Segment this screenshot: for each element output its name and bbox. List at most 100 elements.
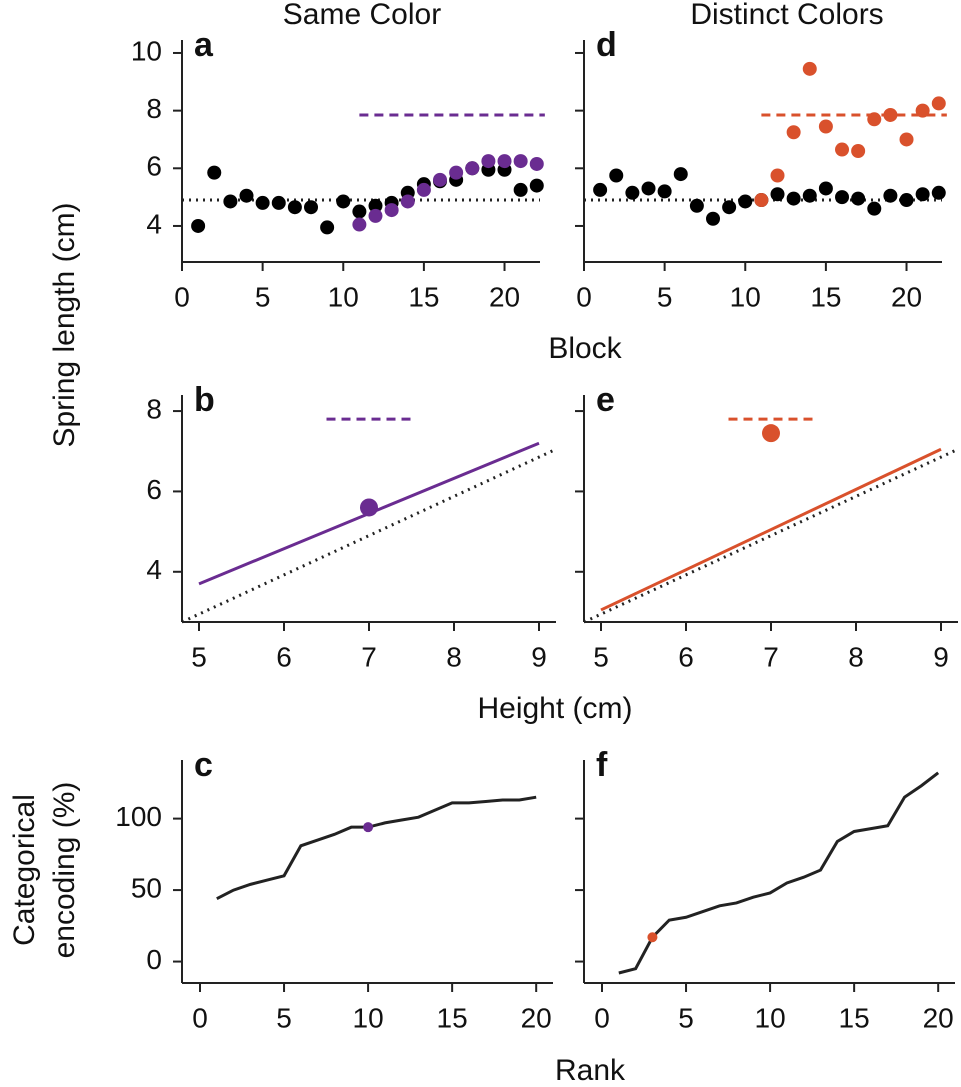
point: [352, 204, 367, 219]
x-tick-label: 5: [678, 1002, 694, 1033]
x-tick-label: 15: [408, 281, 439, 312]
y-tick-label: 6: [146, 474, 162, 505]
point: [641, 181, 656, 196]
point: [529, 178, 544, 193]
point: [786, 125, 801, 140]
point: [609, 168, 624, 183]
y-tick-label: 100: [115, 801, 162, 832]
x-tick-label: 7: [361, 641, 377, 672]
panel-letter: d: [596, 26, 617, 64]
column-title: Same Color: [283, 0, 441, 31]
x-tick-label: 5: [255, 281, 271, 312]
x-tick-label: 20: [521, 1002, 552, 1033]
panel-letter: c: [194, 746, 213, 784]
x-tick-label: 5: [191, 641, 207, 672]
point: [851, 191, 866, 206]
point: [363, 822, 374, 833]
point: [899, 193, 914, 208]
x-tick-label: 5: [593, 641, 609, 672]
point: [255, 195, 270, 210]
point: [883, 107, 898, 122]
x-tick-label: 10: [353, 1002, 384, 1033]
x-tick-label: 8: [848, 641, 864, 672]
x-tick-label: 0: [594, 1002, 610, 1033]
y-axis-label: Categorical: [8, 794, 41, 946]
point: [915, 187, 930, 202]
point: [191, 218, 206, 233]
point: [899, 132, 914, 147]
x-tick-label: 20: [489, 281, 520, 312]
point: [770, 168, 785, 183]
x-tick-label: 9: [531, 641, 547, 672]
point: [433, 172, 448, 187]
x-tick-label: 15: [810, 281, 841, 312]
x-tick-label: 10: [328, 281, 359, 312]
x-tick-label: 10: [755, 1002, 786, 1033]
point: [352, 217, 367, 232]
point: [400, 194, 415, 209]
point: [802, 61, 817, 76]
x-tick-label: 15: [437, 1002, 468, 1033]
point: [738, 194, 753, 209]
x-tick-label: 5: [276, 1002, 292, 1033]
point: [802, 188, 817, 203]
point: [271, 195, 286, 210]
point: [657, 184, 672, 199]
point: [465, 161, 480, 176]
point: [513, 154, 528, 169]
y-tick-label: 8: [146, 93, 162, 124]
point: [722, 200, 737, 215]
point: [931, 96, 946, 111]
x-tick-label: 6: [276, 641, 292, 672]
x-tick-label: 15: [839, 1002, 870, 1033]
point: [513, 182, 528, 197]
x-tick-label: 7: [763, 641, 779, 672]
point: [770, 187, 785, 202]
y-tick-label: 10: [131, 35, 162, 66]
y-tick-label: 4: [146, 554, 162, 585]
line: [181, 447, 557, 624]
point: [368, 198, 383, 213]
x-tick-label: 5: [657, 281, 673, 312]
point: [223, 194, 238, 209]
y-tick-label: 6: [146, 151, 162, 182]
point: [360, 498, 378, 517]
y-tick-label: 0: [146, 944, 162, 975]
y-tick-label: 50: [131, 872, 162, 903]
point: [368, 208, 383, 223]
x-axis-label: Rank: [555, 1054, 626, 1087]
point: [449, 165, 464, 180]
point: [207, 165, 222, 180]
column-title: Distinct Colors: [690, 0, 883, 31]
point: [336, 194, 351, 209]
x-tick-label: 8: [446, 641, 462, 672]
point: [320, 220, 335, 235]
y-tick-label: 8: [146, 393, 162, 424]
line: [216, 795, 537, 900]
point: [384, 203, 399, 218]
x-tick-label: 0: [576, 281, 592, 312]
point: [287, 200, 302, 215]
y-axis-label: Spring length (cm): [48, 202, 81, 447]
line: [583, 447, 959, 624]
panel-letter: a: [194, 26, 214, 64]
point: [835, 190, 850, 205]
x-tick-label: 0: [174, 281, 190, 312]
point: [239, 188, 254, 203]
point: [529, 156, 544, 171]
point: [304, 200, 319, 215]
line: [600, 447, 942, 612]
x-tick-label: 20: [923, 1002, 954, 1033]
point: [625, 185, 640, 200]
point: [818, 119, 833, 134]
point: [835, 142, 850, 157]
point: [786, 191, 801, 206]
x-axis-label: Height (cm): [477, 692, 632, 725]
point: [851, 144, 866, 158]
x-axis-label: Block: [548, 332, 622, 365]
point: [673, 167, 688, 182]
point: [818, 181, 833, 196]
panel-letter: e: [596, 381, 615, 419]
x-tick-label: 10: [730, 281, 761, 312]
